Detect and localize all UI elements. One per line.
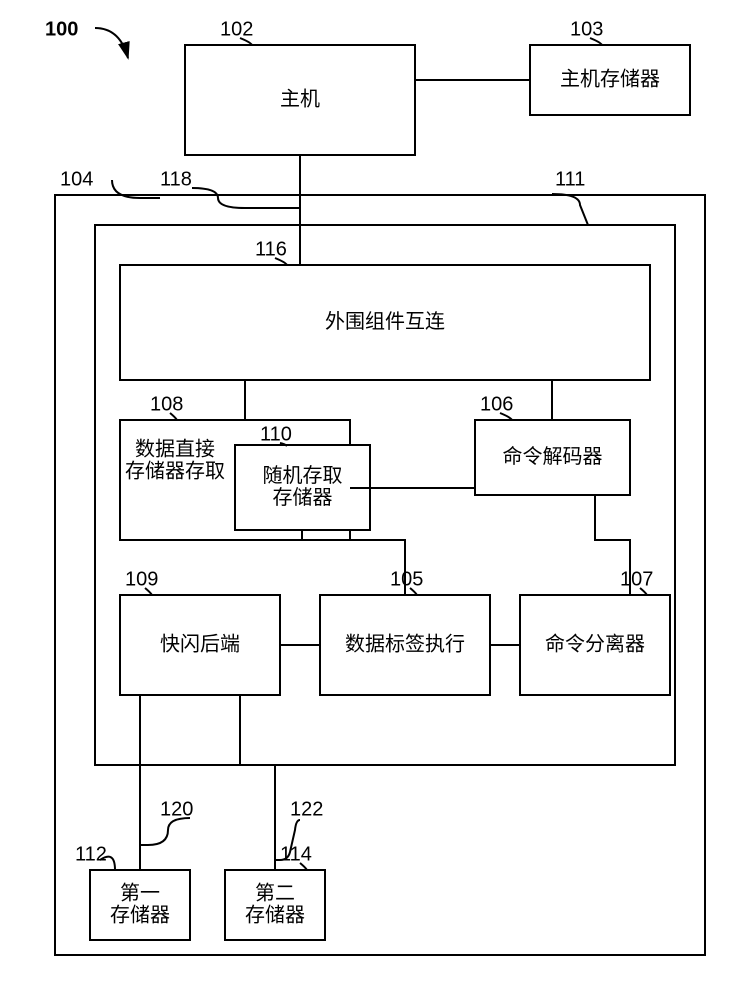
ref-decoder: 106: [480, 393, 513, 415]
ref-outer: 104: [60, 168, 93, 190]
figure-number: 100: [45, 18, 78, 40]
ref-splitter: 107: [620, 568, 653, 590]
label-decoder-0: 命令解码器: [503, 445, 603, 468]
label-ddma-0: 数据直接: [135, 437, 215, 460]
ref-host_mem: 103: [570, 18, 603, 40]
ref-ram: 110: [260, 423, 292, 445]
ref-mem1: 112: [75, 843, 107, 865]
ref-host: 102: [220, 18, 253, 40]
label-mem1-1: 存储器: [110, 903, 170, 926]
lead-ref-r122: 122: [290, 798, 323, 820]
label-host-0: 主机: [280, 87, 320, 110]
ref-ddma: 108: [150, 393, 183, 415]
label-ram-1: 存储器: [273, 486, 333, 509]
figure-arrow: [95, 28, 128, 58]
ref-flash: 109: [125, 568, 158, 590]
label-mem1-0: 第一: [120, 881, 160, 904]
label-splitter-0: 命令分离器: [545, 632, 645, 655]
ref-tag: 105: [390, 568, 423, 590]
lead-ref-r118: 118: [160, 168, 192, 190]
label-ddma-1: 存储器存取: [125, 459, 225, 482]
label-host_mem-0: 主机存储器: [560, 67, 660, 90]
label-ram-0: 随机存取: [263, 464, 343, 487]
lead-ref-r120: 120: [160, 798, 193, 820]
label-mem2-0: 第二: [255, 881, 295, 904]
label-mem2-1: 存储器: [245, 903, 305, 926]
label-flash-0: 快闪后端: [160, 632, 240, 655]
label-pci-0: 外围组件互连: [325, 310, 445, 333]
ref-mem2: 114: [280, 843, 312, 865]
diagram-canvas: 100 104 111 主机 102 主机存储器 103 外围组件互连 116 数据直接存储器存取…: [0, 0, 746, 1000]
label-tag-0: 数据标签执行: [345, 632, 465, 655]
ref-pci: 116: [255, 238, 287, 260]
ref-inner: 111: [555, 168, 585, 190]
